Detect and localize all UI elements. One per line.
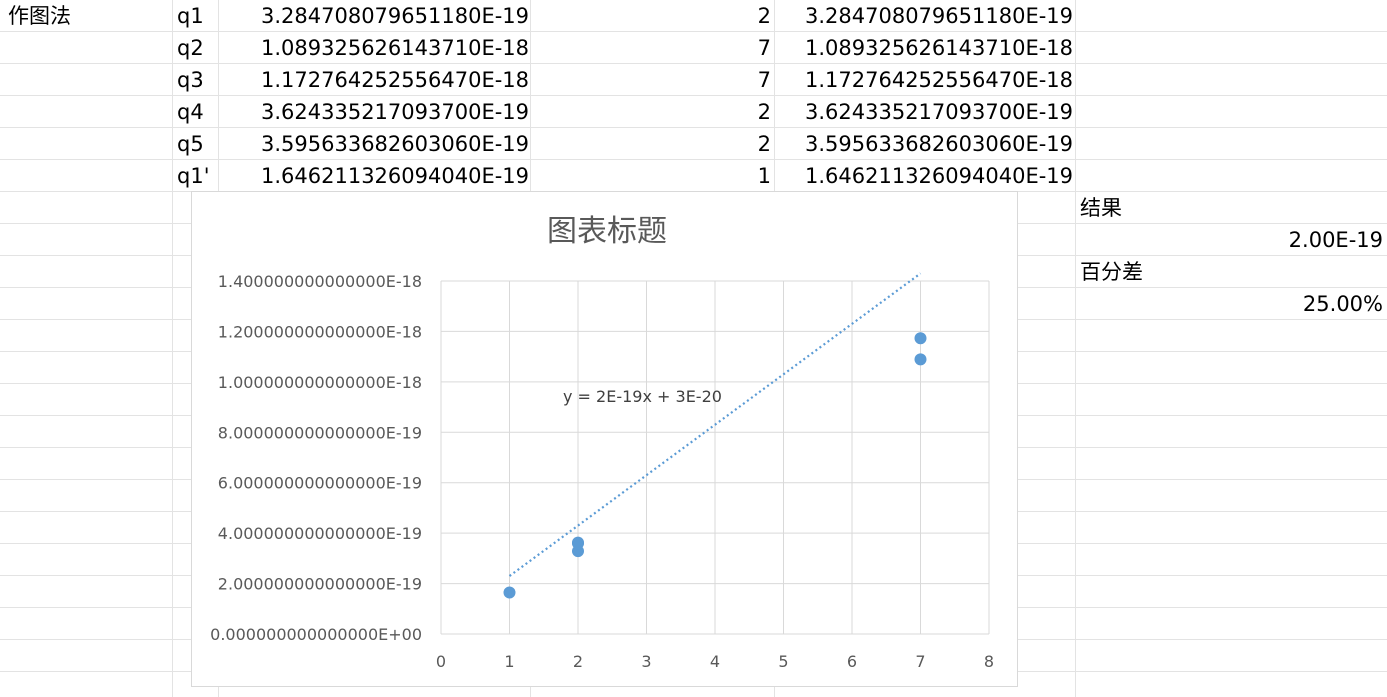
row-label-q4[interactable]: q4 [177,100,204,124]
row-label-q5[interactable]: q5 [177,132,204,156]
scatter-chart[interactable]: 图表标题 0 1 2 3 4 5 6 7 8 0.000000000000000E+00 2.000… [191,191,1018,687]
row-label-q2[interactable]: q2 [177,36,204,60]
y-tick-label: 1.200000000000000E-18 [218,322,422,341]
data-point[interactable] [572,537,584,550]
x-tick-label: 2 [573,652,583,671]
percent-diff-value[interactable]: 25.00% [1302,292,1383,316]
n-value-cell[interactable]: 7 [757,68,771,92]
x-tick-label: 1 [504,652,514,671]
charge-value-cell[interactable]: 1.089325626143710E-18 [261,36,529,60]
y-tick-label: 4.000000000000000E-19 [218,524,422,543]
unit-charge-cell[interactable]: 1.646211326094040E-19 [805,164,1073,188]
n-value-cell[interactable]: 2 [757,100,771,124]
charge-value-cell[interactable]: 1.172764252556470E-18 [261,68,529,92]
chart-grid [440,280,990,635]
y-tick-label: 8.000000000000000E-19 [218,423,422,442]
x-tick-label: 5 [778,652,788,671]
trendline-equation[interactable]: y = 2E-19x + 3E-20 [563,387,722,406]
n-value-cell[interactable]: 1 [757,164,771,188]
x-tick-label: 0 [436,652,446,671]
unit-charge-cell[interactable]: 1.089325626143710E-18 [805,36,1073,60]
trendline[interactable] [508,272,922,577]
x-tick-label: 8 [984,652,994,671]
trendline-layer [508,272,922,577]
y-tick-label: 1.000000000000000E-18 [218,373,422,392]
charge-value-cell[interactable]: 1.646211326094040E-19 [261,164,529,188]
result-value[interactable]: 2.00E-19 [1288,228,1383,252]
x-tick-label: 6 [847,652,857,671]
y-tick-label: 2.000000000000000E-19 [218,575,422,594]
y-tick-label: 0.000000000000000E+00 [210,625,422,644]
row-label-q1[interactable]: q1 [177,4,204,28]
unit-charge-cell[interactable]: 3.624335217093700E-19 [805,100,1073,124]
n-value-cell[interactable]: 2 [757,4,771,28]
data-points [503,332,927,599]
x-tick-label: 4 [710,652,720,671]
x-tick-label: 3 [641,652,651,671]
unit-charge-cell[interactable]: 3.595633682603060E-19 [805,132,1073,156]
y-tick-label: 6.000000000000000E-19 [218,474,422,493]
unit-charge-cell[interactable]: 1.172764252556470E-18 [805,68,1073,92]
charge-value-cell[interactable]: 3.624335217093700E-19 [261,100,529,124]
y-tick-label: 1.400000000000000E-18 [218,272,422,291]
chart-title[interactable]: 图表标题 [547,214,667,249]
charge-value-cell[interactable]: 3.284708079651180E-19 [261,4,529,28]
row-label-q3[interactable]: q3 [177,68,204,92]
n-value-cell[interactable]: 7 [757,36,771,60]
chart-axes: 0 1 2 3 4 5 6 7 8 0.000000000000000E+00 2.00000000… [210,272,994,671]
data-point[interactable] [914,332,927,345]
x-tick-label: 7 [915,652,925,671]
percent-diff-label[interactable]: 百分差 [1080,260,1143,284]
chart-plot-svg: 图表标题 0 1 2 3 4 5 6 7 8 0.000000000000000E+00 2.000… [210,214,994,671]
row-label-q1-prime[interactable]: q1' [177,164,210,188]
n-value-cell[interactable]: 2 [757,132,771,156]
unit-charge-cell[interactable]: 3.284708079651180E-19 [805,4,1073,28]
result-label[interactable]: 结果 [1080,196,1122,220]
section-label[interactable]: 作图法 [8,4,71,28]
data-point[interactable] [914,353,927,366]
charge-value-cell[interactable]: 3.595633682603060E-19 [261,132,529,156]
data-point[interactable] [503,586,516,599]
